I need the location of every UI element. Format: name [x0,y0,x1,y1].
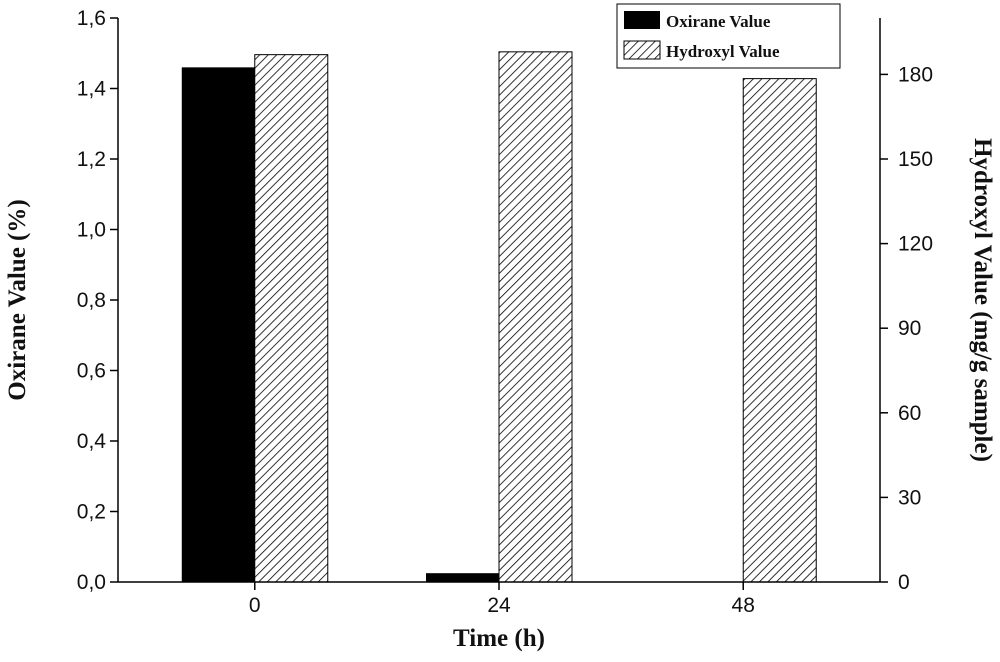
x-axis-title: Time (h) [453,625,545,652]
left-tick-label: 0,2 [77,501,106,524]
right-tick-label: 30 [898,486,921,509]
left-tick-label: 0,6 [77,360,106,383]
y-axis-right-title: Hydroxyl Value (mg/g sample) [969,138,996,462]
right-tick-label: 0 [898,571,910,594]
bars-group [181,51,817,583]
bar-hydroxyl-value-24 [498,51,573,583]
y-axis-left-title: Oxirane Value (%) [4,199,31,400]
left-axis-ticks: 0,0 0,2 0,4 0,6 0,8 1,0 1,2 1,4 1,6 [77,7,118,594]
x-tick-label: 24 [487,594,511,617]
legend-label-hydroxyl: Hydroxyl Value [666,42,780,61]
right-tick-label: 60 [898,402,921,425]
right-tick-label: 180 [898,63,933,86]
bar-hydroxyl-value-0 [254,54,329,583]
legend: Oxirane Value Hydroxyl Value [616,3,841,69]
legend-label-oxirane: Oxirane Value [666,12,771,31]
bar-hydroxyl-value-48 [742,78,817,583]
left-tick-label: 1,2 [77,148,106,171]
legend-swatch-hydroxyl [623,40,661,60]
bar-oxirane-value-24 [426,573,499,582]
left-tick-label: 0,4 [77,430,107,453]
right-tick-label: 150 [898,148,933,171]
bar-oxirane-value-0 [181,67,255,583]
right-axis-ticks: 0 30 60 90 120 150 180 [880,63,933,594]
left-tick-label: 1,4 [77,78,107,101]
left-tick-label: 0,0 [77,571,106,594]
x-tick-label: 0 [249,594,261,617]
left-tick-label: 1,0 [77,219,106,242]
x-tick-label: 48 [732,594,755,617]
left-tick-label: 1,6 [77,7,106,30]
right-tick-label: 120 [898,233,933,256]
right-tick-label: 90 [898,317,921,340]
x-axis-ticks: 0 24 48 [249,582,755,617]
legend-swatch-oxirane [624,11,660,29]
left-tick-label: 0,8 [77,289,106,312]
